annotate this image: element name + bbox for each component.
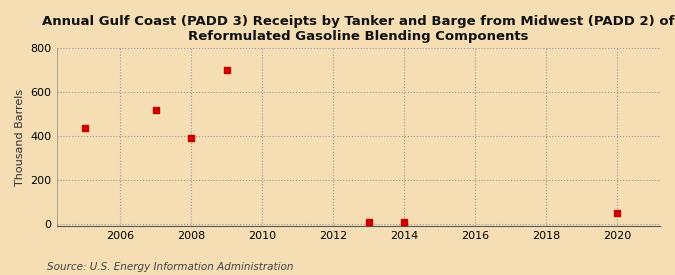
- Point: [80, 126, 90, 131]
- Text: Source: U.S. Energy Information Administration: Source: U.S. Energy Information Administ…: [47, 262, 294, 272]
- Point: [151, 108, 161, 112]
- Point: [364, 220, 375, 224]
- Title: Annual Gulf Coast (PADD 3) Receipts by Tanker and Barge from Midwest (PADD 2) of: Annual Gulf Coast (PADD 3) Receipts by T…: [42, 15, 674, 43]
- Y-axis label: Thousand Barrels: Thousand Barrels: [15, 89, 25, 186]
- Point: [221, 68, 232, 72]
- Point: [186, 136, 197, 141]
- Point: [399, 220, 410, 224]
- Point: [612, 211, 623, 215]
